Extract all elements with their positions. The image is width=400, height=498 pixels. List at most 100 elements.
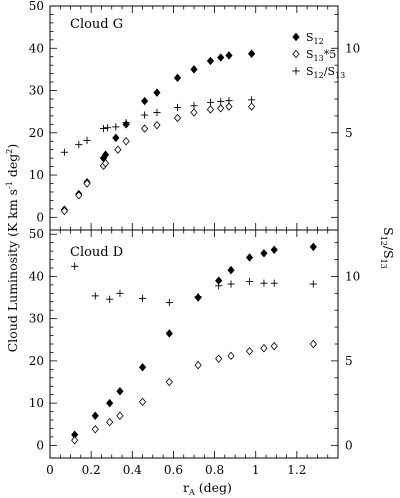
x-axis-title: rA (deg)	[183, 480, 232, 497]
data-point-plus	[60, 148, 68, 156]
data-point-filled-diamond	[217, 53, 225, 62]
data-point-plus	[71, 262, 79, 270]
legend-diamond-open	[292, 49, 300, 59]
legend-label-s12: S12	[306, 31, 324, 46]
data-point-filled-diamond	[260, 249, 268, 258]
data-point-plus	[75, 141, 83, 149]
data-point-filled-diamond	[112, 133, 120, 143]
data-point-plus	[83, 136, 91, 144]
data-point-open-diamond	[227, 351, 235, 361]
data-point-plus	[227, 280, 235, 288]
data-point-filled-diamond	[270, 245, 278, 255]
data-point-open-diamond	[206, 105, 215, 114]
data-point-filled-diamond	[227, 265, 235, 275]
y-tick-label-left: 30	[29, 312, 44, 326]
data-point-filled-diamond	[91, 411, 99, 420]
y-tick-label-right: 10	[345, 41, 360, 55]
y-tick-label-left: 10	[29, 396, 44, 410]
data-point-filled-diamond	[173, 73, 182, 83]
data-point-open-diamond	[248, 102, 256, 111]
data-point-open-diamond	[225, 102, 233, 111]
legend: S12 S13*5 S12/S13	[292, 31, 345, 80]
x-tick-label: 0	[46, 463, 54, 477]
x-tick-label: 0.8	[205, 463, 224, 477]
y-tick-label-left: 20	[29, 126, 44, 140]
y-tick-label-left: 40	[29, 269, 44, 283]
legend-marker-ratio	[292, 67, 300, 75]
data-point-open-diamond	[71, 436, 79, 445]
y-tick-label-left: 10	[29, 168, 44, 182]
data-point-open-diamond	[60, 206, 68, 216]
tick-labels: 0 10 20 30 40 50 5 10 0 10 20 30 40 50 0 5 10 0 0.2 0.4 0.6 0…	[29, 0, 361, 477]
data-point-open-diamond	[116, 411, 124, 420]
data-point-open-diamond	[165, 377, 173, 387]
data-point-plus	[190, 102, 198, 110]
data-point-open-diamond	[309, 339, 317, 349]
y-tick-label-left: 50	[29, 227, 44, 241]
data-point-open-diamond	[138, 397, 147, 407]
data-point-filled-diamond	[106, 398, 114, 408]
legend-marker-s12	[292, 32, 300, 42]
data-point-open-diamond	[153, 120, 161, 130]
data-point-open-diamond	[114, 145, 122, 154]
x-tick-label: 1.2	[287, 463, 306, 477]
data-point-plus	[225, 97, 233, 105]
data-point-open-diamond	[106, 417, 114, 427]
data-point-plus	[270, 279, 278, 287]
legend-label-s13x5: S13*5	[306, 48, 336, 63]
data-point-open-diamond	[75, 191, 83, 200]
data-point-open-diamond	[190, 108, 198, 117]
x-tick-label: 0.6	[164, 463, 183, 477]
panel-label-top: Cloud G	[70, 17, 123, 32]
y-tick-label-left: 0	[36, 438, 44, 452]
data-point-filled-diamond	[248, 49, 256, 58]
data-point-plus	[260, 279, 268, 287]
data-point-open-diamond	[270, 341, 278, 351]
data-point-plus	[106, 295, 114, 303]
x-tick-label: 0.2	[82, 463, 101, 477]
y-tick-label-left: 30	[29, 84, 44, 98]
x-tick-label: 0.4	[123, 463, 142, 477]
panel-frame-1	[49, 229, 339, 459]
data-point-open-diamond	[215, 354, 223, 363]
data-point-open-diamond	[245, 346, 254, 356]
y-tick-label-left: 40	[29, 41, 44, 55]
data-point-plus	[165, 299, 173, 307]
data-point-plus	[153, 108, 161, 117]
legend-plus	[292, 67, 300, 75]
data-point-filled-diamond	[141, 96, 149, 106]
data-point-plus	[122, 119, 130, 127]
data-point-plus	[99, 124, 108, 133]
panel-label-bottom: Cloud D	[70, 245, 123, 260]
y-tick-label-left: 20	[29, 354, 44, 368]
data-point-filled-diamond	[138, 363, 147, 372]
data-point-filled-diamond	[116, 387, 124, 396]
y-tick-label-right: 5	[345, 126, 353, 140]
data-point-plus	[248, 96, 256, 104]
y-axis-title-left: Cloud Luminosity (K km s-1 deg2)	[5, 144, 20, 353]
data-point-filled-diamond	[225, 51, 233, 60]
data-point-filled-diamond	[245, 253, 254, 262]
data-point-open-diamond	[217, 104, 225, 113]
data-point-open-diamond	[194, 360, 202, 370]
legend-marker-s13	[292, 49, 300, 59]
data-point-open-diamond	[260, 344, 268, 353]
data-point-plus	[173, 103, 182, 112]
data-point-plus	[245, 277, 254, 286]
data-point-plus	[141, 111, 149, 119]
y-tick-label-right: 10	[345, 269, 360, 283]
data-point-plus	[112, 123, 120, 131]
data-point-filled-diamond	[190, 65, 198, 74]
axis-ticks	[49, 5, 339, 458]
y-axis-title-right: S12/S13	[379, 227, 396, 269]
data-point-plus	[138, 294, 147, 302]
data-point-plus	[206, 98, 215, 106]
data-point-plus	[116, 289, 124, 297]
data-point-filled-diamond	[206, 56, 215, 66]
data-point-open-diamond	[141, 124, 149, 133]
data-point-filled-diamond	[153, 88, 161, 97]
legend-diamond-filled	[292, 32, 300, 42]
data-point-plus	[104, 124, 112, 132]
data-point-plus	[217, 97, 225, 106]
